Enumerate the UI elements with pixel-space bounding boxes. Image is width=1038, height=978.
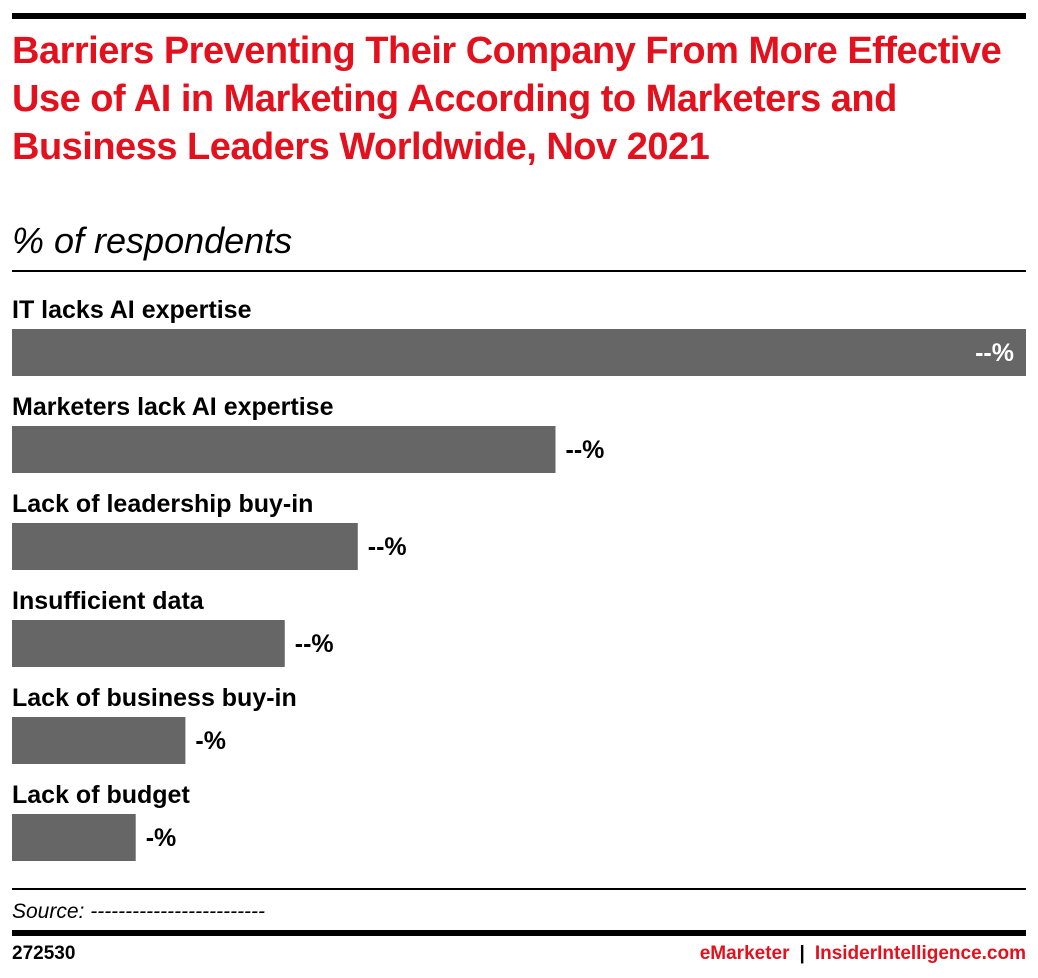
source-note: Source: -------------------------	[12, 900, 266, 923]
category-label: Lack of budget	[12, 781, 190, 809]
value-label: -%	[195, 727, 226, 755]
category-label: Lack of leadership buy-in	[12, 490, 313, 518]
value-label: --%	[368, 533, 407, 561]
value-label: -%	[146, 824, 177, 852]
bar	[12, 329, 1026, 376]
category-label: Lack of business buy-in	[12, 684, 297, 712]
brand-insider-intelligence: InsiderIntelligence.com	[814, 943, 1026, 964]
value-label: --%	[975, 339, 1014, 367]
subtitle-rule	[12, 270, 1026, 272]
bar	[12, 717, 186, 764]
category-label: Insufficient data	[12, 587, 205, 615]
bar	[12, 426, 556, 473]
bar	[12, 523, 358, 570]
bar	[12, 620, 285, 667]
category-label: Marketers lack AI expertise	[12, 393, 334, 421]
brand-separator: |	[799, 943, 805, 964]
chart-subtitle: % of respondents	[12, 220, 293, 261]
footer-rule	[12, 930, 1026, 936]
chart-id: 272530	[12, 943, 76, 964]
bar	[12, 814, 136, 861]
category-label: IT lacks AI expertise	[12, 296, 252, 324]
chart-title: Barriers Preventing Their Company From M…	[12, 30, 1002, 168]
top-rule	[12, 13, 1026, 19]
brand-credit: eMarketer | InsiderIntelligence.com	[700, 942, 1026, 966]
source-rule	[12, 888, 1026, 890]
brand-emarketer: eMarketer	[699, 943, 790, 964]
value-label: --%	[295, 630, 334, 658]
value-label: --%	[566, 436, 605, 464]
